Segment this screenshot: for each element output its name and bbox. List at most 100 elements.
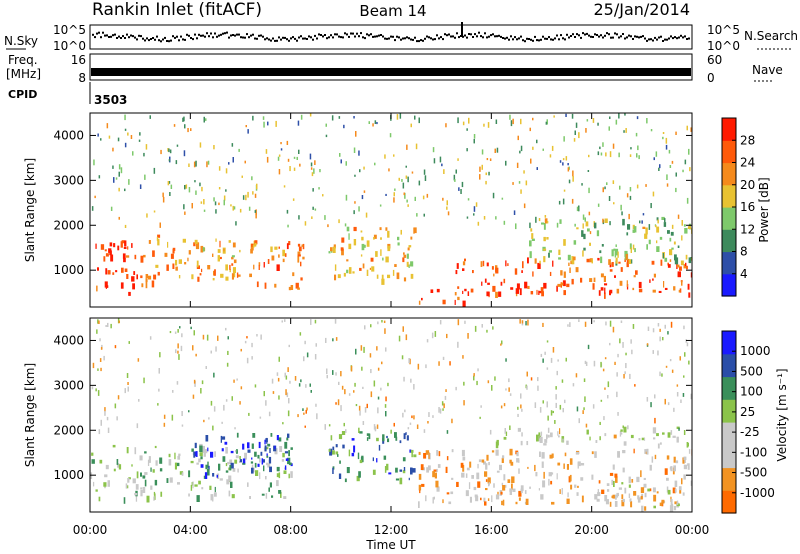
power-cell [495, 291, 498, 298]
velocity-cell [559, 489, 561, 494]
power-cell [532, 117, 534, 121]
velocity-cell [487, 477, 491, 484]
power-cell [662, 132, 665, 134]
velocity-cell [332, 338, 334, 342]
power-cell [262, 116, 265, 120]
colorbar-step [722, 184, 736, 208]
velocity-cell [609, 472, 614, 476]
velocity-cell [486, 329, 488, 333]
power-cell [513, 210, 516, 215]
velocity-cell [181, 472, 184, 476]
velocity-cell [434, 472, 437, 479]
velocity-cell [646, 448, 649, 455]
power-cell [319, 169, 321, 173]
power-cell [430, 289, 434, 293]
power-cell [201, 268, 203, 273]
velocity-cell [266, 453, 268, 458]
power-cell [512, 118, 514, 125]
velocity-cell [538, 488, 540, 491]
velocity-cell [201, 487, 204, 490]
power-cell [475, 202, 478, 207]
power-cell [581, 183, 583, 186]
power-cell [203, 116, 205, 123]
velocity-cell [168, 453, 171, 458]
velocity-cell [269, 482, 272, 488]
power-cell [523, 170, 525, 174]
power-cell [110, 254, 114, 262]
power-cell [668, 149, 671, 154]
power-cell [686, 265, 688, 270]
velocity-cell [99, 459, 103, 464]
velocity-cell [335, 372, 337, 376]
power-cell [145, 144, 148, 150]
velocity-cell [538, 432, 541, 439]
velocity-cell [559, 404, 562, 410]
power-cell [568, 179, 571, 184]
velocity-cell [600, 399, 603, 402]
power-cell [462, 300, 466, 307]
velocity-cell [142, 475, 146, 479]
power-cell [520, 145, 523, 152]
velocity-cell [502, 485, 506, 491]
velocity-cell [199, 445, 203, 452]
power-cell [664, 287, 668, 290]
velocity-cell [220, 435, 222, 443]
power-cell [206, 161, 208, 168]
power-cell [578, 205, 580, 212]
velocity-cell [234, 427, 236, 430]
velocity-cell [139, 455, 143, 461]
noise-right-label: N.Search [744, 29, 798, 43]
velocity-cell [665, 365, 668, 368]
velocity-cell [265, 400, 267, 406]
power-cell [286, 209, 289, 214]
velocity-cell [554, 420, 556, 424]
velocity-cell [446, 430, 449, 434]
velocity-cell [628, 493, 631, 498]
power-cell [455, 270, 458, 275]
velocity-cell [205, 435, 209, 442]
velocity-cell [606, 483, 610, 486]
power-cell [187, 128, 189, 133]
velocity-cell [373, 380, 376, 387]
velocity-cell [495, 441, 499, 449]
power-cell [381, 274, 384, 282]
power-cell [402, 257, 405, 263]
power-cell [341, 248, 344, 256]
power-cell [649, 279, 651, 283]
power-cell [263, 121, 265, 128]
velocity-cell [562, 438, 564, 443]
velocity-cell [431, 332, 434, 339]
velocity-cell [181, 333, 183, 338]
power-cell [567, 163, 569, 166]
power-cell [121, 267, 124, 273]
power-cell [599, 250, 602, 254]
velocity-cell [97, 319, 99, 324]
velocity-cell [509, 448, 513, 456]
colorbar-step [722, 273, 736, 297]
power-cell [118, 216, 120, 220]
power-cell [98, 175, 101, 179]
velocity-cell [280, 491, 282, 498]
power-cell [225, 168, 228, 174]
velocity-cell [682, 393, 685, 397]
velocity-cell [113, 468, 116, 472]
velocity-cell [395, 467, 398, 473]
power-cell [343, 272, 346, 277]
power-cell [580, 277, 583, 283]
velocity-cell [117, 395, 120, 400]
x-axis-label: Time UT [365, 538, 416, 552]
power-cell [337, 274, 341, 279]
velocity-cell [116, 416, 118, 421]
velocity-cell [298, 383, 301, 387]
velocity-cell [288, 344, 290, 348]
velocity-cell [192, 481, 194, 489]
velocity-cell [91, 459, 95, 464]
power-cell [587, 228, 590, 232]
velocity-cell [442, 499, 444, 504]
power-cell [258, 265, 260, 270]
velocity-cell [647, 326, 650, 331]
velocity-cell [251, 443, 254, 449]
velocity-cell [520, 393, 522, 399]
power-cell [230, 204, 232, 207]
velocity-cell [644, 506, 647, 511]
